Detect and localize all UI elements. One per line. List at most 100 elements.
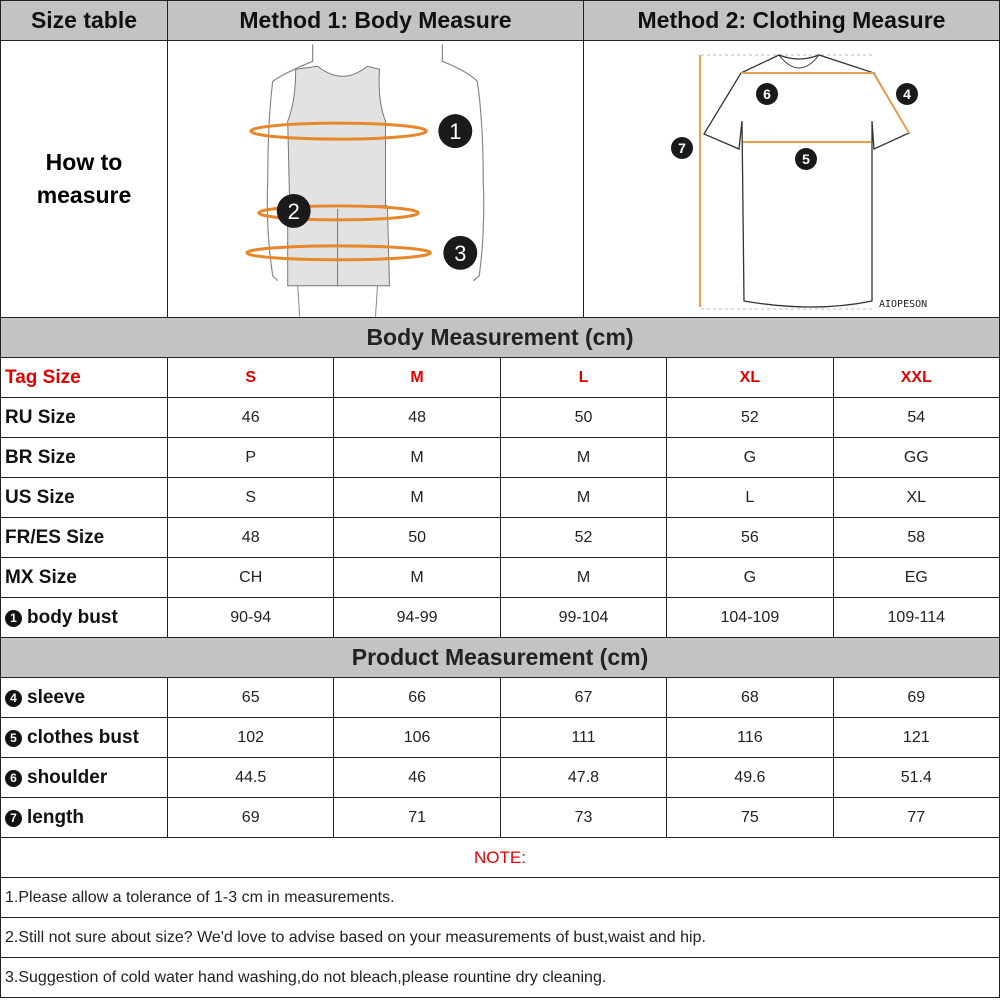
note-title: NOTE: [0,837,1000,878]
row-label-text: RU Size [5,406,76,428]
table-cell: 90-94 [166,597,335,638]
table-cell: 44.5 [166,757,335,798]
product-measurement-header-title: Product Measurement (cm) [0,637,1000,678]
table-cell: 46 [166,397,335,438]
table-row: 7 length 69 71 73 75 77 [0,797,1000,838]
note-text: 1.Please allow a tolerance of 1-3 cm in … [0,877,1000,918]
marker-1-icon: 1 [438,114,473,149]
note-row: 1.Please allow a tolerance of 1-3 cm in … [0,877,1000,918]
table-cell: 69 [166,797,335,838]
table-cell: 67 [499,677,668,718]
table-row: RU Size 46 48 50 52 54 [0,397,1000,438]
table-cell: 75 [666,797,834,838]
table-cell: EG [832,557,1000,598]
table-cell: 48 [166,517,335,558]
svg-text:4: 4 [903,86,911,102]
row-label-text: BR Size [5,446,76,468]
table-cell: G [666,557,834,598]
svg-text:6: 6 [763,86,771,102]
table-row: Tag Size S M L XL XXL [0,357,1000,398]
table-cell: L [666,477,834,518]
note-header: NOTE: [0,837,1000,878]
table-row: 1 body bust 90-94 94-99 99-104 104-109 109-114 [0,597,1000,638]
table-cell: 52 [499,517,668,558]
table-cell: 51.4 [832,757,1000,798]
table-cell: 46 [333,757,501,798]
row-label: 6 shoulder [0,757,168,798]
table-cell: 58 [832,517,1000,558]
table-cell: S [166,477,335,518]
table-cell: 111 [499,717,668,758]
table-row: 4 sleeve 65 66 67 68 69 [0,677,1000,718]
number-5-icon: 5 [5,729,22,747]
method1-header: Method 1: Body Measure [168,1,584,41]
table-row: FR/ES Size 48 50 52 56 58 [0,517,1000,558]
row-label: FR/ES Size [0,517,168,558]
table-cell: L [499,357,668,398]
note-text: 2.Still not sure about size? We'd love t… [0,917,1000,958]
row-label: 4 sleeve [0,677,168,718]
svg-text:2: 2 [288,199,300,224]
table-cell: M [499,557,668,598]
body-figure: 1 2 3 [168,41,584,317]
table-cell: P [166,437,335,478]
table-cell: M [499,477,668,518]
table-cell: 49.6 [666,757,834,798]
svg-text:5: 5 [802,151,810,167]
svg-text:1: 1 [449,119,461,144]
row-label-text: body bust [27,606,118,628]
table-cell: 54 [832,397,1000,438]
table-cell: 102 [166,717,335,758]
table-cell: 73 [499,797,668,838]
row-label-text: clothes bust [27,726,139,748]
row-label-text: FR/ES Size [5,526,105,548]
table-cell: 47.8 [499,757,668,798]
method2-header: Method 2: Clothing Measure [584,1,999,41]
marker-4-icon: 4 [896,83,918,105]
table-cell: 94-99 [333,597,501,638]
table-cell: 66 [333,677,501,718]
table-row: MX Size CH M M G EG [0,557,1000,598]
table-cell: M [333,357,501,398]
note-row: 3.Suggestion of cold water hand washing,… [0,957,1000,998]
table-cell: 106 [333,717,501,758]
size-table-header: Size table [1,1,168,41]
row-label: MX Size [0,557,168,598]
table-cell: 121 [832,717,1000,758]
table-cell: GG [832,437,1000,478]
marker-2-icon: 2 [276,193,311,228]
number-1-icon: 1 [5,609,22,627]
note-row: 2.Still not sure about size? We'd love t… [0,917,1000,958]
table-cell: 99-104 [499,597,668,638]
brand-label: AIOPESON [879,299,927,310]
table-cell: 116 [666,717,834,758]
table-cell: M [499,437,668,478]
row-label-text: MX Size [5,566,77,588]
row-label-text: length [27,806,84,828]
how-to-measure-section: Size table Method 1: Body Measure Method… [0,0,1000,318]
table-cell: CH [166,557,335,598]
row-label: 1 body bust [0,597,168,638]
marker-5-icon: 5 [795,148,817,170]
table-cell: 109-114 [832,597,1000,638]
table-row: 5 clothes bust 102 106 111 116 121 [0,717,1000,758]
body-measurement-header-title: Body Measurement (cm) [0,317,1000,358]
row-label-text: shoulder [27,766,108,788]
table-cell: M [333,437,501,478]
table-cell: 50 [499,397,668,438]
row-label: 5 clothes bust [0,717,168,758]
table-row: US Size S M M L XL [0,477,1000,518]
how-to-measure-label: How to measure [1,41,168,317]
row-label: US Size [0,477,168,518]
table-cell: S [166,357,335,398]
table-cell: 50 [333,517,501,558]
shirt-figure: 6 4 7 5 AIOPESON [584,41,999,317]
table-cell: XL [832,477,1000,518]
product-measurement-header: Product Measurement (cm) [0,637,1000,678]
row-label: BR Size [0,437,168,478]
table-cell: M [333,477,501,518]
table-cell: 77 [832,797,1000,838]
number-6-icon: 6 [5,769,22,787]
svg-text:3: 3 [454,241,466,266]
number-4-icon: 4 [5,689,22,707]
